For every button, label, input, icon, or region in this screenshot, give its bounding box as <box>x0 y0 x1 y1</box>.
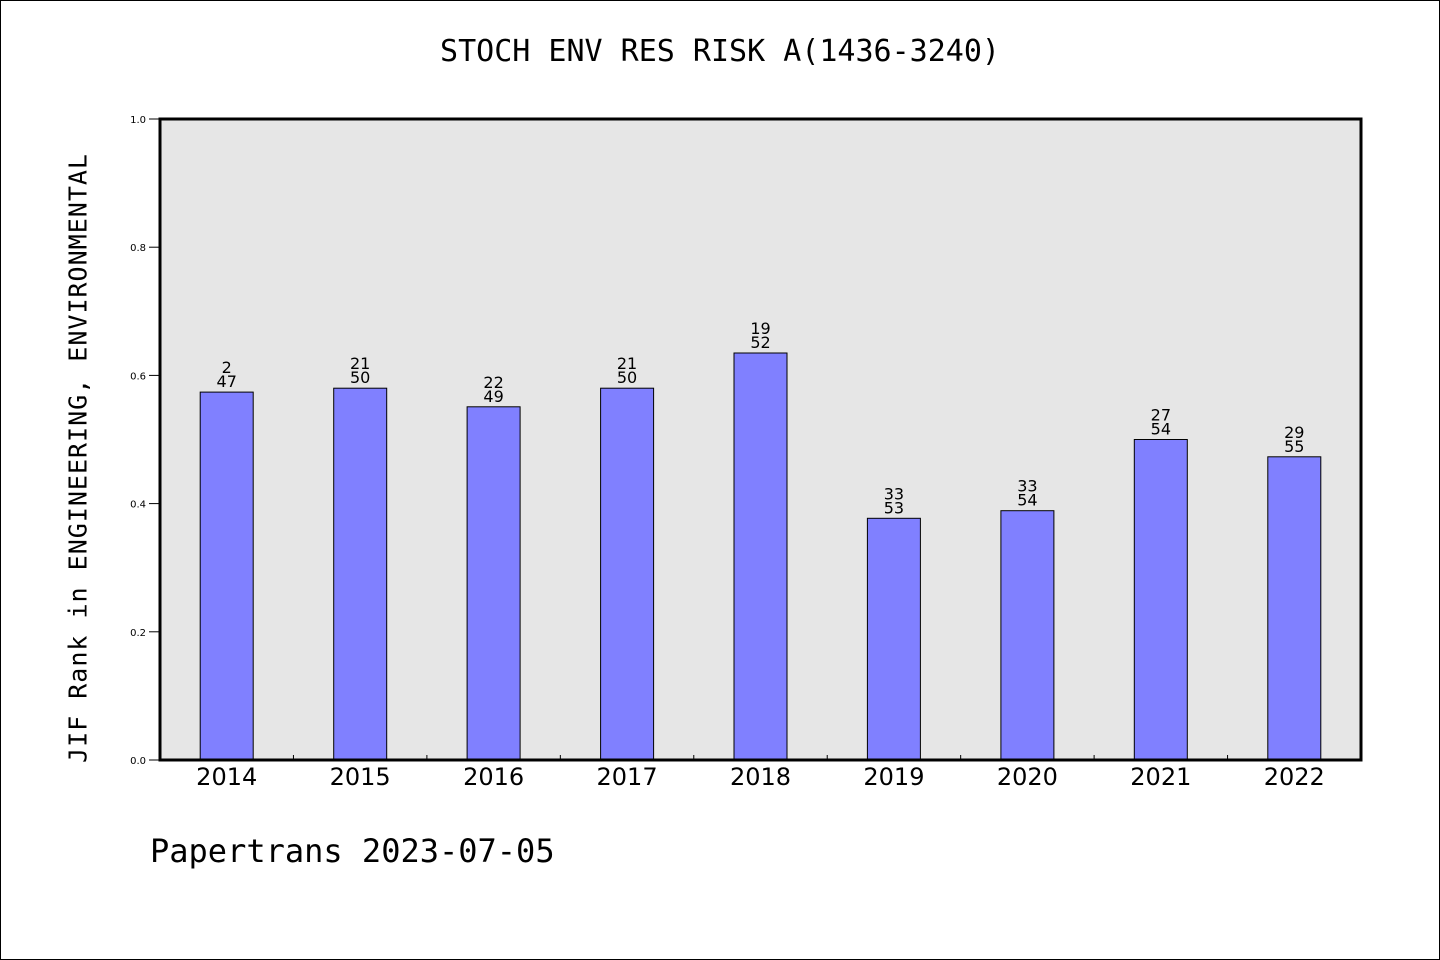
bar-2021 <box>1133 439 1188 761</box>
bar-2015 <box>333 387 388 761</box>
bar-rank-label: 19 <box>750 319 770 338</box>
x-tick-label: 2021 <box>1130 763 1191 791</box>
bar-rank-label: 27 <box>1151 406 1171 425</box>
bar-total-label: 50 <box>350 368 370 387</box>
bar-rank-label: 21 <box>350 354 370 373</box>
bar-2020 <box>1000 510 1055 761</box>
y-tick-label: 0.4 <box>130 500 146 511</box>
x-tick-label: 2019 <box>863 763 924 791</box>
y-tick-label: 0.2 <box>130 628 146 639</box>
y-tick-label: 0.8 <box>130 243 146 254</box>
bar-total-label: 55 <box>1284 437 1304 456</box>
x-tick-label: 2016 <box>463 763 524 791</box>
bar-total-label: 50 <box>617 368 637 387</box>
bar-rank-label: 22 <box>483 373 503 392</box>
bar-total-label: 54 <box>1017 491 1037 510</box>
x-tick-label: 2014 <box>196 763 257 791</box>
bar-total-label: 53 <box>884 498 904 517</box>
x-tick-label: 2020 <box>997 763 1058 791</box>
bar-rank-label: 33 <box>1017 477 1037 496</box>
bar-rank-label: 33 <box>884 484 904 503</box>
bar-2019 <box>866 517 921 761</box>
x-tick-label: 2015 <box>330 763 391 791</box>
x-tick-label: 2018 <box>730 763 791 791</box>
bar-total-label: 52 <box>750 333 770 352</box>
footer-credit: Papertrans 2023-07-05 <box>150 832 555 870</box>
bar-rank-label: 29 <box>1284 423 1304 442</box>
bar-rank-label: 2 <box>222 358 232 377</box>
bar-2014 <box>199 391 254 761</box>
bar-total-label: 49 <box>483 387 503 406</box>
bar-2022 <box>1267 456 1322 761</box>
y-tick-label: 0.6 <box>130 371 146 382</box>
y-tick-label: 0.0 <box>130 756 146 767</box>
plot-border <box>158 117 1363 762</box>
y-tick-label: 1.0 <box>130 115 146 126</box>
x-tick-label: 2017 <box>597 763 658 791</box>
bar-total-label: 54 <box>1151 420 1171 439</box>
x-tick-label: 2022 <box>1264 763 1325 791</box>
bar-2018 <box>733 352 788 761</box>
bar-2017 <box>600 387 655 761</box>
bar-rank-label: 21 <box>617 354 637 373</box>
bar-total-label: 47 <box>217 372 237 391</box>
bar-2016 <box>466 406 521 761</box>
chart-title: STOCH ENV RES RISK A(1436-3240) <box>440 34 1000 69</box>
